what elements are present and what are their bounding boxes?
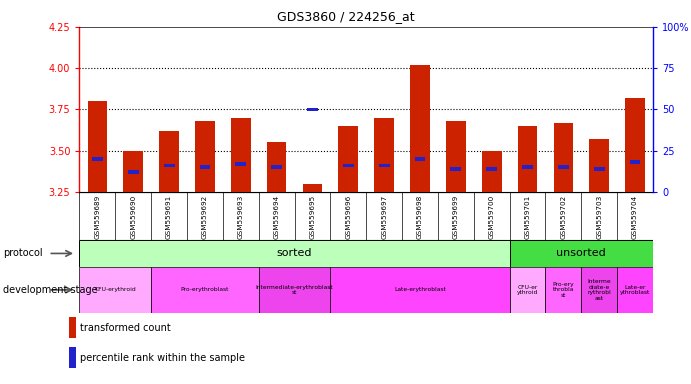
Bar (271, 166, 282, 169)
Bar (195, 121, 215, 192)
Bar (88, 101, 107, 192)
Bar (625, 98, 645, 192)
Text: Pro-ery
throbla
st: Pro-ery throbla st (553, 281, 574, 298)
Text: GSM559699: GSM559699 (453, 194, 459, 238)
Text: GSM559693: GSM559693 (238, 194, 244, 238)
Text: sorted: sorted (277, 248, 312, 258)
Text: GSM559691: GSM559691 (166, 194, 172, 238)
Bar (79, 240, 509, 267)
Bar (545, 267, 581, 313)
Text: unsorted: unsorted (556, 248, 606, 258)
Text: percentile rank within the sample: percentile rank within the sample (79, 353, 245, 362)
Bar (509, 267, 545, 313)
Text: GDS3860 / 224256_at: GDS3860 / 224256_at (276, 10, 415, 23)
Bar (68, 317, 75, 338)
Bar (617, 267, 653, 313)
Bar (594, 167, 605, 171)
Text: GSM559697: GSM559697 (381, 194, 387, 238)
Bar (339, 126, 358, 192)
Text: GSM559703: GSM559703 (596, 194, 603, 238)
Bar (630, 161, 641, 164)
Bar (164, 164, 175, 167)
Bar (518, 126, 538, 192)
Text: transformed count: transformed count (79, 323, 171, 333)
Bar (482, 151, 502, 192)
Text: GSM559702: GSM559702 (560, 194, 567, 238)
Bar (581, 267, 617, 313)
Text: GSM559701: GSM559701 (524, 194, 531, 238)
Bar (553, 122, 574, 192)
Bar (151, 267, 258, 313)
Bar (92, 157, 103, 161)
Bar (79, 267, 151, 313)
Text: Pro-erythroblast: Pro-erythroblast (180, 287, 229, 293)
Text: Late-er
ythroblast: Late-er ythroblast (620, 285, 650, 295)
Bar (200, 166, 210, 169)
Bar (343, 164, 354, 167)
Bar (128, 170, 139, 174)
Text: Late-erythroblast: Late-erythroblast (394, 287, 446, 293)
Bar (330, 267, 509, 313)
Text: Intermediate-erythroblast
st: Intermediate-erythroblast st (256, 285, 334, 295)
Bar (236, 162, 246, 166)
Bar (379, 164, 390, 167)
Text: GSM559698: GSM559698 (417, 194, 423, 238)
Text: development stage: development stage (3, 285, 98, 295)
Bar (124, 151, 143, 192)
Text: GSM559695: GSM559695 (310, 194, 316, 238)
Bar (159, 131, 179, 192)
Text: GSM559704: GSM559704 (632, 194, 638, 238)
Bar (486, 167, 497, 171)
Text: GSM559692: GSM559692 (202, 194, 208, 238)
Bar (415, 157, 426, 161)
Bar (446, 121, 466, 192)
Text: GSM559689: GSM559689 (95, 194, 100, 238)
Text: Interme
diate-e
rythrobl
ast: Interme diate-e rythrobl ast (587, 279, 611, 301)
Bar (522, 166, 533, 169)
Bar (307, 108, 318, 111)
Text: GSM559696: GSM559696 (346, 194, 351, 238)
Text: CFU-er
ythroid: CFU-er ythroid (517, 285, 538, 295)
Text: protocol: protocol (3, 248, 43, 258)
Bar (410, 65, 430, 192)
Text: GSM559700: GSM559700 (489, 194, 495, 238)
Text: GSM559694: GSM559694 (274, 194, 280, 238)
Bar (267, 142, 287, 192)
Bar (509, 240, 653, 267)
Bar (303, 184, 322, 192)
Bar (68, 347, 75, 368)
Bar (451, 167, 462, 171)
Text: GSM559690: GSM559690 (130, 194, 136, 238)
Bar (231, 118, 251, 192)
Bar (375, 118, 394, 192)
Bar (558, 166, 569, 169)
Bar (589, 139, 609, 192)
Text: CFU-erythroid: CFU-erythroid (95, 287, 136, 293)
Bar (258, 267, 330, 313)
